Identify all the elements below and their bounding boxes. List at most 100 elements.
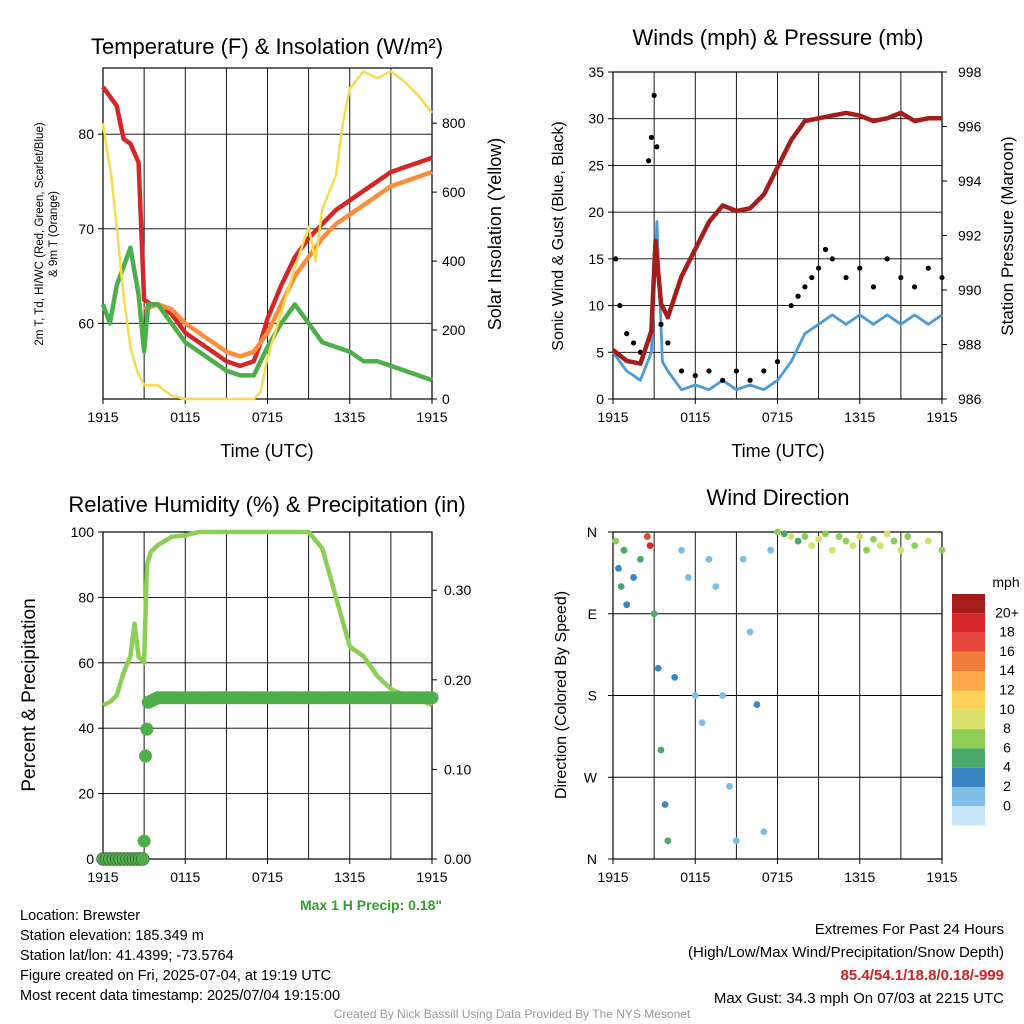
wind-gust-point [870, 284, 877, 290]
temp-x-tick-label: 1915 [416, 409, 447, 425]
dir-point [612, 537, 620, 545]
rh-x-tick-label: 0715 [252, 869, 283, 885]
dir-point [856, 533, 864, 540]
dir-point [890, 537, 898, 545]
dir-x-tick-label: 1315 [844, 869, 875, 885]
wind-gust-point [630, 340, 637, 346]
rh-x-tick-label: 1315 [334, 869, 365, 885]
wind-gust-point [939, 274, 945, 281]
dir-y-tick-label: N [587, 851, 597, 867]
wind-y2-label: Station Pressure (Maroon) [998, 136, 1017, 335]
station-location: Location: Brewster [20, 908, 141, 924]
legend-swatch [952, 806, 985, 826]
legend-label: 14 [999, 662, 1015, 678]
temp-y-tick-label: 60 [78, 315, 94, 331]
dir-point [760, 828, 768, 836]
legend-swatch [952, 594, 985, 614]
wind-gust-point [665, 340, 671, 346]
dir-point [739, 555, 747, 563]
dir-y-tick-label: E [588, 606, 597, 622]
dir-point [623, 601, 631, 609]
dir-point [691, 692, 699, 699]
legend-label: 20+ [995, 604, 1019, 620]
legend-swatch [952, 613, 985, 633]
temp-y-label-line2: & 9m T (Orange) [48, 191, 60, 277]
temp-y2-tick-label: 800 [442, 115, 466, 131]
dir-y-tick-label: W [584, 769, 598, 785]
station-elevation: Station elevation: 185.349 m [20, 928, 204, 944]
dir-point [938, 546, 946, 554]
extremes-fields: (High/Low/Max Wind/Precipitation/Snow De… [688, 944, 1004, 961]
dir-point [801, 533, 809, 540]
dir-point [657, 746, 665, 754]
wind-gust-point [843, 274, 849, 281]
temp-y2-tick-label: 400 [442, 253, 466, 269]
wind-y2-tick-label: 998 [958, 64, 982, 80]
rh-y2-tick-label: 0.10 [444, 761, 471, 777]
credit-footer: Created By Nick Bassill Using Data Provi… [333, 1007, 691, 1021]
wind-y2-tick-label: 986 [958, 391, 982, 407]
dir-point [924, 537, 932, 545]
dir-point [883, 530, 891, 538]
wind-gust-point [822, 246, 829, 253]
dir-point [904, 533, 912, 540]
max-precip-annotation: Max 1 H Precip: 0.18" [300, 897, 443, 913]
wind-series-2 [611, 110, 942, 366]
wind-gust-point [884, 256, 890, 262]
wind-x-label: Time (UTC) [731, 441, 824, 461]
wind-gust-point [829, 256, 835, 262]
dir-point [787, 533, 795, 540]
rh-y-tick-label: 40 [78, 720, 94, 736]
dir-point [835, 533, 843, 540]
dir-point [617, 583, 625, 590]
temp-series-0 [101, 85, 433, 369]
wind-x-tick-label: 1915 [926, 409, 957, 425]
extremes-info: Extremes For Past 24 Hours (High/Low/Max… [688, 918, 1004, 1010]
extremes-values: 85.4/54.1/18.8/0.18/-999 [840, 967, 1004, 984]
rh-y2-tick-label: 0.30 [444, 582, 471, 598]
wind-gust-point [898, 274, 904, 281]
temp-y2-tick-label: 0 [442, 391, 450, 407]
dir-point [637, 555, 644, 563]
temp-y-tick-label: 70 [78, 221, 94, 237]
wind-y2-tick-label: 992 [958, 228, 982, 244]
dir-point [719, 692, 727, 699]
dir-point [815, 535, 823, 543]
wind-gust-point [678, 368, 685, 374]
wind-y-tick-label: 30 [588, 111, 604, 127]
temp-x-tick-label: 0115 [170, 409, 200, 425]
wind-title: Winds (mph) & Pressure (mb) [633, 25, 924, 50]
wind-x-tick-label: 0715 [762, 409, 793, 425]
legend-label: 8 [1003, 720, 1011, 736]
dir-point [876, 542, 884, 550]
dir-x-tick-label: 0715 [762, 869, 793, 885]
wind-gust-point [925, 265, 931, 271]
wind-x-tick-label: 0115 [680, 409, 710, 425]
wind-y-tick-label: 35 [588, 64, 604, 80]
rh-y2-tick-label: 0.00 [444, 851, 471, 867]
wind-gust-point [654, 144, 660, 150]
dir-point [870, 535, 877, 543]
wind-gust-point [613, 256, 619, 262]
max-gust: Max Gust: 34.3 mph On 07/03 at 2215 UTC [713, 990, 1004, 1007]
dir-point [780, 530, 788, 538]
temp-title: Temperature (F) & Insolation (W/m²) [91, 34, 443, 59]
wind-y-tick-label: 0 [596, 391, 604, 407]
temp-x-tick-label: 1915 [87, 409, 118, 425]
wind-y2-tick-label: 996 [958, 119, 982, 135]
legend-label: 16 [999, 643, 1015, 659]
dir-point [650, 610, 658, 618]
wind-plot-area: 1915 0115 0715 1315 1915 0 5 10 15 20 25 30 35 986 988… [550, 25, 1017, 461]
dir-point [911, 542, 918, 550]
rh-y-tick-label: 20 [78, 786, 94, 802]
wind-gust-point [816, 265, 822, 271]
dir-point [767, 546, 775, 554]
temp-x-tick-label: 1315 [334, 409, 365, 425]
dir-point [808, 542, 816, 550]
dir-point [863, 546, 871, 554]
wind-gust-point [646, 158, 652, 164]
rh-x-tick-label: 1915 [87, 869, 118, 885]
legend-label: 0 [1003, 797, 1011, 813]
wind-gust-point [774, 359, 781, 365]
